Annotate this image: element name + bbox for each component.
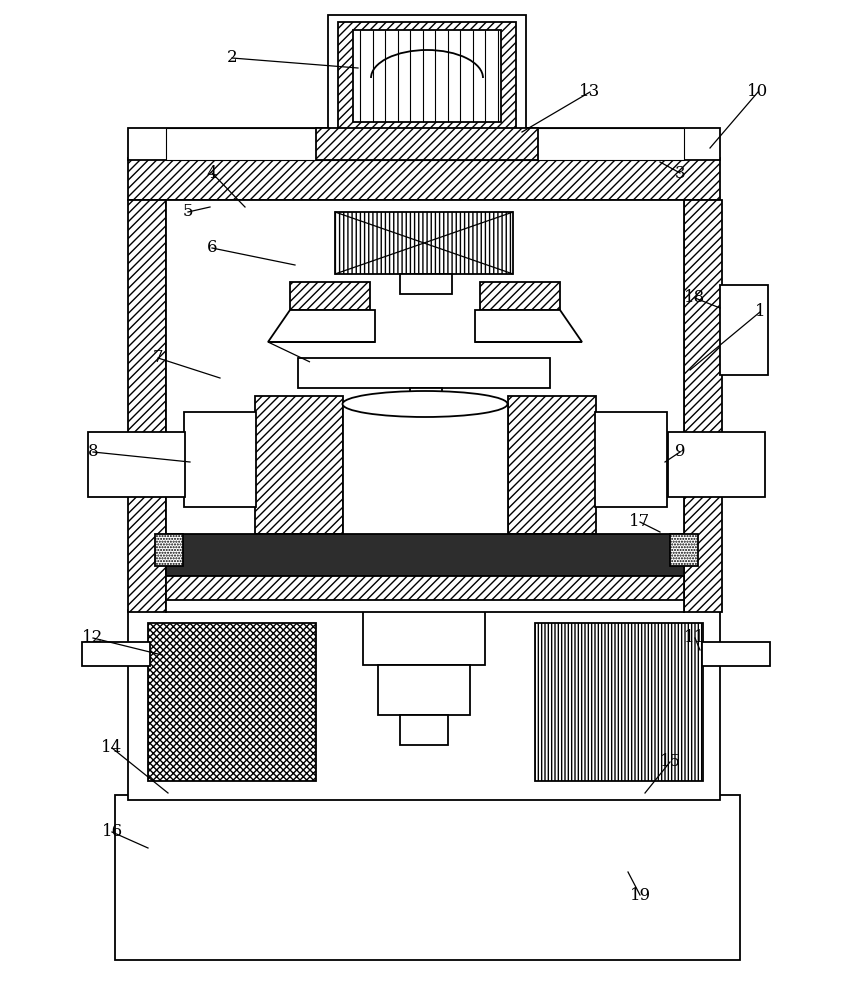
Bar <box>88 432 185 497</box>
Text: 16: 16 <box>101 824 123 840</box>
Text: 15: 15 <box>660 754 680 770</box>
Bar <box>670 534 698 566</box>
Bar <box>255 396 343 534</box>
Bar <box>128 158 720 200</box>
Text: 1: 1 <box>755 304 765 320</box>
Ellipse shape <box>343 553 508 579</box>
Bar <box>535 623 703 781</box>
Bar <box>400 274 452 294</box>
Bar <box>166 576 684 600</box>
Bar <box>353 30 501 122</box>
Text: 2: 2 <box>227 49 237 66</box>
Polygon shape <box>475 310 582 342</box>
Bar <box>166 200 684 612</box>
Text: 11: 11 <box>685 630 705 647</box>
Bar <box>166 128 684 160</box>
Bar <box>128 128 720 160</box>
Text: 5: 5 <box>183 204 193 221</box>
Text: 7: 7 <box>153 350 163 366</box>
Text: 9: 9 <box>675 444 685 460</box>
Bar <box>343 404 508 566</box>
Bar <box>684 200 722 612</box>
Bar <box>184 412 256 507</box>
Bar <box>298 358 550 388</box>
Bar <box>720 285 768 375</box>
Ellipse shape <box>343 391 508 417</box>
Bar <box>290 282 370 310</box>
Bar <box>363 610 485 665</box>
Bar <box>82 642 150 666</box>
Bar <box>128 610 720 800</box>
Text: 8: 8 <box>88 444 98 460</box>
Polygon shape <box>268 310 375 342</box>
Bar <box>480 282 560 310</box>
Text: 18: 18 <box>685 290 705 306</box>
Text: 19: 19 <box>630 886 650 904</box>
Bar <box>410 388 442 404</box>
Bar <box>166 534 684 576</box>
Bar <box>155 534 183 566</box>
Bar <box>316 128 538 160</box>
Bar <box>668 432 765 497</box>
Bar <box>148 623 316 781</box>
Bar <box>338 22 516 130</box>
Text: 3: 3 <box>674 164 685 182</box>
Bar <box>328 15 526 130</box>
Bar <box>702 642 770 666</box>
Bar <box>115 795 740 960</box>
Bar <box>128 200 166 612</box>
Text: 6: 6 <box>207 239 217 256</box>
Bar <box>335 212 513 274</box>
Bar <box>508 396 596 534</box>
Bar <box>400 715 448 745</box>
Text: 10: 10 <box>747 84 769 101</box>
Text: 14: 14 <box>101 740 123 756</box>
Text: 13: 13 <box>579 84 600 101</box>
Text: 4: 4 <box>207 164 217 182</box>
Text: 17: 17 <box>630 514 650 530</box>
Bar <box>378 665 470 715</box>
Text: 12: 12 <box>82 630 104 647</box>
Bar <box>595 412 667 507</box>
